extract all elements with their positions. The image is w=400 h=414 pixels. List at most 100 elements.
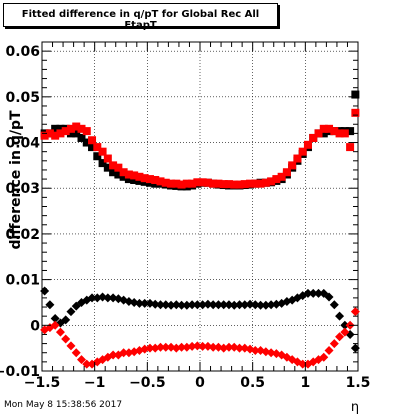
grid-lines: [41, 42, 359, 372]
x-tick-label: 0.5: [240, 375, 265, 391]
data-point-diamond: [166, 300, 176, 310]
data-point-diamond: [50, 320, 60, 330]
data-point-square: [298, 147, 307, 156]
data-point-diamond: [324, 345, 334, 355]
data-point-square: [288, 161, 297, 170]
data-point-square: [72, 122, 81, 131]
data-point-square: [198, 178, 207, 187]
data-point-diamond: [208, 342, 218, 352]
data-point-diamond: [340, 320, 350, 330]
data-point-square: [319, 124, 328, 133]
data-point-square: [319, 129, 328, 138]
data-point-square: [140, 174, 149, 183]
y-tick-label: 0.04: [5, 136, 40, 152]
data-point-square: [282, 168, 291, 177]
data-point-diamond: [240, 300, 250, 310]
data-point-diamond: [55, 327, 65, 337]
x-tick-label: −0.5: [129, 375, 166, 391]
data-point-diamond: [134, 298, 144, 308]
data-point-diamond: [108, 350, 118, 360]
data-point-square: [167, 179, 176, 188]
data-point-square: [193, 178, 202, 187]
data-point-square: [246, 179, 255, 188]
data-point-diamond: [314, 288, 323, 298]
data-point-square: [251, 179, 260, 188]
x-axis-label: η: [351, 400, 359, 414]
data-point-diamond: [303, 288, 313, 298]
data-point-diamond: [266, 300, 276, 310]
data-point-diamond: [319, 352, 329, 362]
data-point-square: [182, 179, 191, 188]
data-point-square: [230, 180, 239, 189]
y-tick-label: 0: [30, 318, 40, 334]
data-point-square: [314, 129, 323, 138]
x-tick-label: −1: [84, 375, 105, 391]
data-point-square: [256, 179, 265, 188]
data-point-diamond: [335, 311, 345, 321]
data-point-diamond: [103, 293, 113, 303]
data-point-diamond: [161, 342, 171, 352]
data-point-square: [340, 129, 349, 138]
data-point-square: [124, 170, 133, 179]
data-point-square: [114, 170, 123, 179]
data-point-diamond: [182, 300, 192, 310]
data-point-diamond: [224, 300, 234, 310]
data-point-square: [119, 172, 128, 181]
data-point-diamond: [350, 343, 360, 353]
y-tick-label: 0.02: [5, 227, 40, 243]
data-point-square: [219, 180, 228, 189]
data-point-diamond: [261, 300, 271, 310]
y-tick-label: 0.01: [5, 273, 40, 289]
data-point-square: [93, 143, 102, 152]
data-point-square: [214, 179, 223, 188]
data-point-square: [277, 172, 286, 181]
data-point-diamond: [250, 300, 260, 310]
data-point-diamond: [171, 300, 181, 310]
data-point-square: [56, 124, 65, 133]
data-point-diamond: [329, 339, 339, 349]
data-point-square: [93, 152, 102, 161]
data-point-square: [303, 140, 312, 149]
series-3: [40, 307, 360, 369]
chart-title-box: Fitted difference in q/pT for Global Rec…: [3, 3, 278, 31]
data-point-square: [267, 177, 276, 186]
data-point-diamond: [156, 342, 165, 352]
data-point-diamond: [213, 300, 223, 310]
data-point-diamond: [177, 342, 187, 352]
data-point-diamond: [224, 342, 234, 352]
data-point-diamond: [156, 300, 165, 310]
data-point-diamond: [229, 300, 239, 310]
data-point-square: [161, 178, 170, 187]
y-axis-label: difference in q/pT: [8, 110, 24, 249]
tick-labels: −1.5 −1 −0.5 0 0.5 1 1.5 −0.01 0 0.01 0.02 0.03 0.04…: [0, 44, 370, 391]
y-tick-label: 0.06: [5, 44, 40, 60]
data-point-square: [130, 171, 139, 180]
data-marks: [40, 90, 360, 369]
data-point-square: [351, 108, 360, 117]
data-point-diamond: [177, 300, 187, 310]
data-point-square: [98, 147, 107, 156]
data-point-square: [351, 90, 360, 99]
data-point-diamond: [66, 341, 76, 351]
data-point-square: [172, 179, 181, 188]
data-point-square: [145, 175, 154, 184]
data-point-diamond: [250, 345, 260, 355]
data-point-diamond: [87, 293, 97, 303]
x-tick-label: 1: [300, 375, 310, 391]
data-point-diamond: [71, 348, 81, 358]
data-point-square: [346, 127, 355, 136]
data-point-square: [82, 138, 91, 147]
data-point-diamond: [235, 300, 244, 310]
data-point-diamond: [150, 299, 160, 309]
data-point-square: [330, 127, 339, 136]
x-tick-label: −1.5: [24, 375, 61, 391]
data-point-square: [119, 168, 128, 177]
chart-title: Fitted difference in q/pT for Global Rec…: [21, 9, 260, 31]
data-point-diamond: [187, 300, 197, 310]
data-point-diamond: [219, 300, 229, 310]
data-point-diamond: [187, 341, 197, 351]
data-point-diamond: [40, 286, 50, 296]
x-tick-label: 1.5: [346, 375, 371, 391]
data-point-square: [261, 178, 270, 187]
